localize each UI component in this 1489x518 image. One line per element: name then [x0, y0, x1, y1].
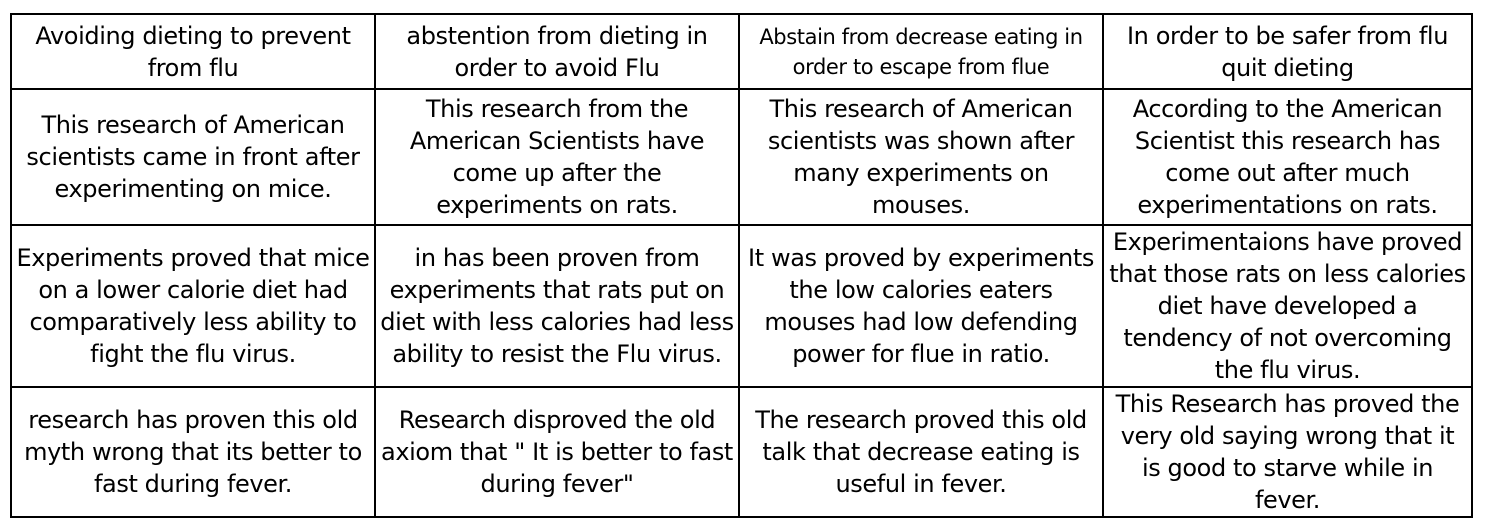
table-cell: This research from the American Scientis… [374, 88, 740, 226]
table-row: Experiments proved that mice on a lower … [10, 224, 1473, 388]
table-cell: This research of American scientists was… [738, 88, 1104, 226]
table-cell: Research disproved the old axiom that " … [374, 386, 740, 518]
table-cell: In order to be safer from flu quit dieti… [1102, 13, 1473, 90]
table-cell: This research of American scientists cam… [10, 88, 376, 226]
table-cell: According to the American Scientist this… [1102, 88, 1473, 226]
table-cell: in has been proven from experiments that… [374, 224, 740, 388]
table-cell: Avoiding dieting to prevent from flu [10, 13, 376, 90]
table-cell: The research proved this old talk that d… [738, 386, 1104, 518]
table-cell: Experimentaions have proved that those r… [1102, 224, 1473, 388]
table-cell: Experiments proved that mice on a lower … [10, 224, 376, 388]
table-cell: Abstain from decrease eating in order to… [738, 13, 1104, 90]
table-row: This research of American scientists cam… [10, 88, 1473, 226]
table-row: Avoiding dieting to prevent from flu abs… [10, 13, 1473, 90]
translations-table: Avoiding dieting to prevent from flu abs… [10, 13, 1473, 518]
table-cell: This Research has proved the very old sa… [1102, 386, 1473, 518]
table-cell: research has proven this old myth wrong … [10, 386, 376, 518]
table-row: research has proven this old myth wrong … [10, 386, 1473, 518]
table-cell: It was proved by experiments the low cal… [738, 224, 1104, 388]
table-cell: abstention from dieting in order to avoi… [374, 13, 740, 90]
